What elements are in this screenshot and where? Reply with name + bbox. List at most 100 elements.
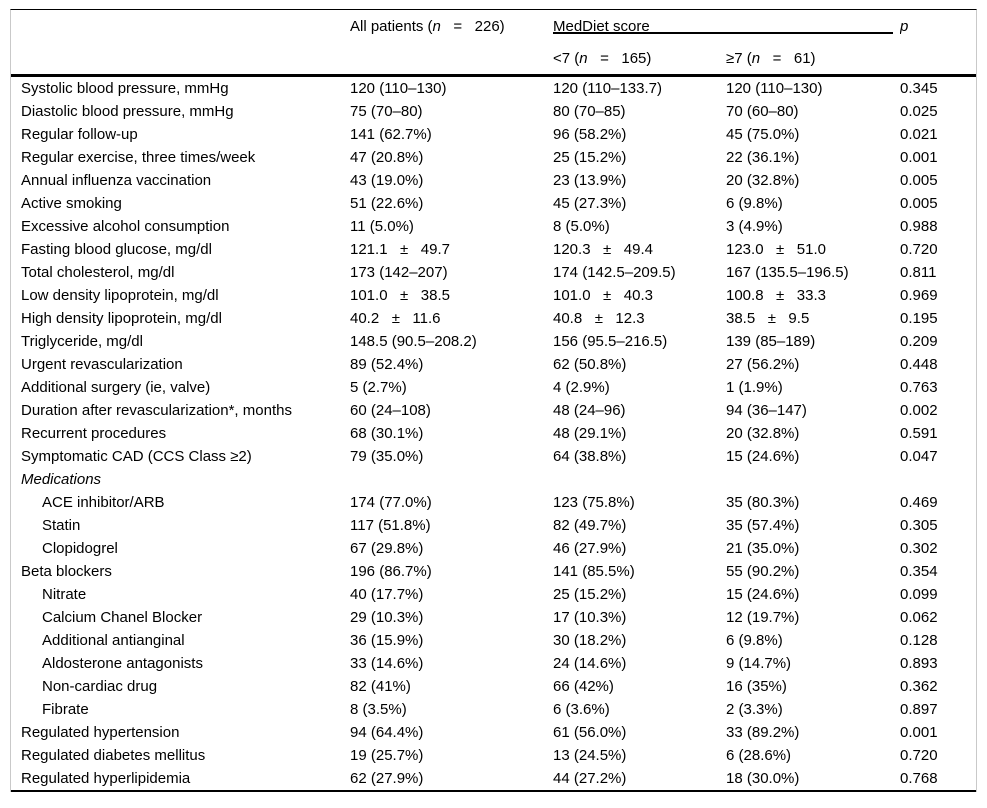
cell-all-patients: 173 (142–207) [350, 264, 448, 281]
cell-all-patients: 8 (3.5%) [350, 701, 407, 718]
table-row: Fasting blood glucose, mg/dl 121.1 ± 49.… [11, 238, 976, 261]
cell-meddiet-ge7: 15 (24.6%) [726, 448, 800, 465]
row-label: Urgent revascularization [21, 356, 183, 373]
cell-p-value: 0.047 [900, 448, 938, 465]
cell-p-value: 0.005 [900, 195, 938, 212]
cell-all-patients: 47 (20.8%) [350, 149, 424, 166]
cell-p-value: 0.099 [900, 586, 938, 603]
cell-all-patients: 148.5 (90.5–208.2) [350, 333, 477, 350]
row-label: Beta blockers [21, 563, 112, 580]
cell-meddiet-ge7: 6 (28.6%) [726, 747, 792, 764]
cell-meddiet-ge7: 100.8 ± 33.3 [726, 287, 826, 304]
row-label: Nitrate [42, 586, 87, 603]
cell-meddiet-lt7: 96 (58.2%) [553, 126, 627, 143]
cell-meddiet-lt7: 13 (24.5%) [553, 747, 627, 764]
cell-meddiet-lt7: 25 (15.2%) [553, 586, 627, 603]
cell-meddiet-ge7: 70 (60–80) [726, 103, 799, 120]
cell-all-patients: 11 (5.0%) [350, 218, 414, 235]
table-row: Additional surgery (ie, valve) 5 (2.7%) … [11, 376, 976, 399]
table-row: Medications [11, 468, 976, 491]
cell-meddiet-ge7: 139 (85–189) [726, 333, 816, 350]
cell-meddiet-ge7: 33 (89.2%) [726, 724, 800, 741]
ge7-count: = 61) [760, 50, 816, 67]
cell-all-patients: 43 (19.0%) [350, 172, 424, 189]
cell-meddiet-lt7: 62 (50.8%) [553, 356, 627, 373]
row-label: Diastolic blood pressure, mmHg [21, 103, 234, 120]
cell-meddiet-ge7: 38.5 ± 9.5 [726, 310, 810, 327]
cell-p-value: 0.448 [900, 356, 938, 373]
cell-p-value: 0.969 [900, 287, 938, 304]
cell-p-value: 0.720 [900, 241, 938, 258]
cell-meddiet-lt7: 30 (18.2%) [553, 632, 627, 649]
cell-meddiet-ge7: 123.0 ± 51.0 [726, 241, 826, 258]
cell-meddiet-ge7: 15 (24.6%) [726, 586, 800, 603]
table-row: Symptomatic CAD (CCS Class ≥2) 79 (35.0%… [11, 445, 976, 468]
cell-meddiet-ge7: 35 (57.4%) [726, 517, 800, 534]
cell-meddiet-ge7: 94 (36–147) [726, 402, 807, 419]
cell-meddiet-lt7: 64 (38.8%) [553, 448, 627, 465]
cell-p-value: 0.195 [900, 310, 938, 327]
cell-meddiet-ge7: 27 (56.2%) [726, 356, 800, 373]
cell-p-value: 0.362 [900, 678, 938, 695]
cell-meddiet-ge7: 22 (36.1%) [726, 149, 800, 166]
table-row: Regular exercise, three times/week 47 (2… [11, 146, 976, 169]
row-label: High density lipoprotein, mg/dl [21, 310, 222, 327]
cell-meddiet-lt7: 120 (110–133.7) [553, 80, 662, 97]
col-header-all-patients: All patients (n = 226) [350, 18, 553, 35]
cell-meddiet-ge7 [726, 468, 900, 491]
row-label: Additional surgery (ie, valve) [21, 379, 211, 396]
cell-p-value: 0.302 [900, 540, 938, 557]
cell-all-patients: 117 (51.8%) [350, 517, 431, 534]
lt7-count: = 165) [587, 50, 652, 67]
cell-meddiet-ge7: 12 (19.7%) [726, 609, 800, 626]
table-row: Additional antianginal 36 (15.9%) 30 (18… [11, 629, 976, 652]
table-row: Beta blockers 196 (86.7%) 141 (85.5%) 55… [11, 560, 976, 583]
row-label: ACE inhibitor/ARB [42, 494, 165, 511]
cell-meddiet-lt7: 48 (29.1%) [553, 425, 627, 442]
row-label: Calcium Chanel Blocker [42, 609, 203, 626]
row-label: Symptomatic CAD (CCS Class ≥2) [21, 448, 252, 465]
row-label: Fibrate [42, 701, 89, 718]
cell-p-value: 0.128 [900, 632, 938, 649]
col-subheader-meddiet-ge7: ≥7 (n = 61) [726, 50, 900, 67]
row-label: Medications [21, 471, 102, 488]
cell-meddiet-lt7: 17 (10.3%) [553, 609, 627, 626]
cell-meddiet-ge7: 21 (35.0%) [726, 540, 800, 557]
cell-all-patients: 5 (2.7%) [350, 379, 407, 396]
cell-meddiet-lt7: 6 (3.6%) [553, 701, 610, 718]
lt7-n-symbol: n [579, 50, 588, 67]
row-label: Regulated diabetes mellitus [21, 747, 206, 764]
table-row: Urgent revascularization 89 (52.4%) 62 (… [11, 353, 976, 376]
cell-all-patients: 36 (15.9%) [350, 632, 424, 649]
cell-meddiet-lt7 [553, 468, 726, 491]
cell-meddiet-lt7: 80 (70–85) [553, 103, 626, 120]
cell-meddiet-ge7: 120 (110–130) [726, 80, 823, 97]
cell-all-patients: 19 (25.7%) [350, 747, 424, 764]
table-row: Active smoking 51 (22.6%) 45 (27.3%) 6 (… [11, 192, 976, 215]
cell-p-value: 0.469 [900, 494, 938, 511]
cell-p-value: 0.005 [900, 172, 938, 189]
row-label: Clopidogrel [42, 540, 118, 557]
cell-meddiet-lt7: 61 (56.0%) [553, 724, 627, 741]
cell-p-value: 0.720 [900, 747, 938, 764]
cell-p-value: 0.893 [900, 655, 938, 672]
table-row: Low density lipoprotein, mg/dl 101.0 ± 3… [11, 284, 976, 307]
cell-meddiet-lt7: 25 (15.2%) [553, 149, 627, 166]
table-row: Systolic blood pressure, mmHg 120 (110–1… [11, 77, 976, 100]
cell-p-value: 0.988 [900, 218, 938, 235]
cell-all-patients: 101.0 ± 38.5 [350, 287, 450, 304]
cell-p-value: 0.591 [900, 425, 938, 442]
table-row: Total cholesterol, mg/dl 173 (142–207) 1… [11, 261, 976, 284]
cell-meddiet-lt7: 66 (42%) [553, 678, 614, 695]
cell-meddiet-lt7: 8 (5.0%) [553, 218, 610, 235]
row-label: Non-cardiac drug [42, 678, 158, 695]
lt7-label: <7 ( [553, 50, 580, 67]
cell-all-patients: 29 (10.3%) [350, 609, 424, 626]
col-subheader-meddiet-lt7: <7 (n = 165) [553, 50, 726, 67]
cell-p-value: 0.763 [900, 379, 938, 396]
cell-p-value: 0.305 [900, 517, 938, 534]
cell-meddiet-lt7: 44 (27.2%) [553, 770, 627, 787]
cell-all-patients: 33 (14.6%) [350, 655, 424, 672]
cell-all-patients: 75 (70–80) [350, 103, 423, 120]
cell-all-patients: 82 (41%) [350, 678, 411, 695]
